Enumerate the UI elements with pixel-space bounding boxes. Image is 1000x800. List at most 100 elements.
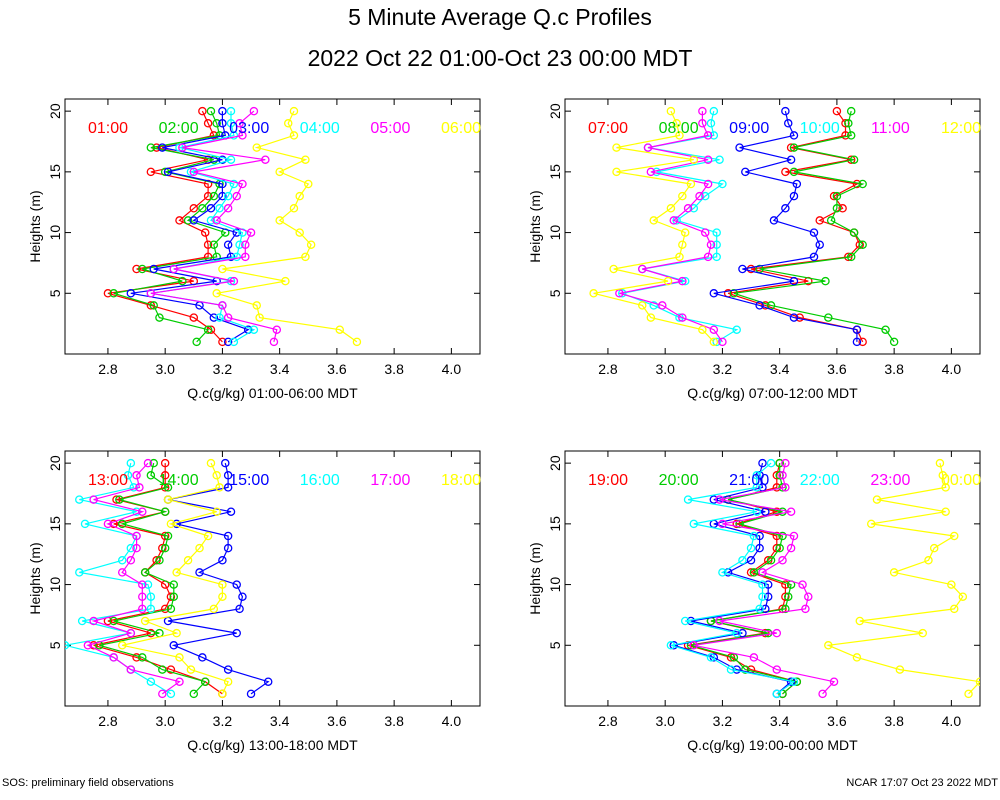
data-point xyxy=(763,628,773,638)
data-point xyxy=(766,556,776,565)
data-point xyxy=(166,592,176,601)
data-point xyxy=(252,301,262,310)
x-tick-label: 3.0 xyxy=(155,713,175,729)
data-point xyxy=(832,191,842,201)
data-point xyxy=(146,592,156,601)
data-point xyxy=(218,556,227,565)
data-point xyxy=(675,252,684,262)
data-point xyxy=(678,313,687,322)
data-point xyxy=(666,204,676,213)
data-point xyxy=(758,580,767,589)
data-point xyxy=(206,216,216,225)
data-point xyxy=(192,337,201,347)
data-point xyxy=(209,313,219,322)
data-point xyxy=(706,653,716,662)
data-point xyxy=(706,119,716,128)
data-point xyxy=(212,216,221,225)
data-point xyxy=(238,179,247,189)
data-point xyxy=(841,119,850,128)
data-point xyxy=(826,216,836,225)
data-point xyxy=(849,228,859,237)
data-point xyxy=(103,519,113,529)
data-point xyxy=(195,543,204,553)
x-tick-label: 3.6 xyxy=(827,713,847,729)
chart-panel-1: 2.8 3.0 3.2 3.4 3.6 3.8 4.0 5 10 15 20 Q.c(g/kg) 01… xyxy=(27,98,481,401)
data-point xyxy=(698,325,707,334)
data-point xyxy=(232,191,241,201)
data-point xyxy=(758,592,767,601)
data-point xyxy=(669,216,679,225)
data-point xyxy=(304,179,313,189)
series-line-0300 xyxy=(130,111,250,343)
data-point xyxy=(732,628,741,638)
x-tick-label: 3.2 xyxy=(713,361,733,377)
data-point xyxy=(763,580,773,589)
x-tick-label: 3.4 xyxy=(770,361,790,377)
data-point xyxy=(166,604,176,614)
data-point xyxy=(789,131,799,140)
legend-label-0600: 06:00 xyxy=(441,120,481,137)
data-point xyxy=(209,191,219,201)
data-point xyxy=(215,204,224,213)
series-line-1300 xyxy=(93,463,223,695)
data-point xyxy=(65,641,70,650)
data-point xyxy=(226,155,236,164)
data-point xyxy=(738,628,747,638)
data-point xyxy=(203,325,213,334)
data-point xyxy=(718,568,727,577)
x-tick-label: 2.8 xyxy=(98,713,118,729)
data-point xyxy=(858,240,867,249)
data-point xyxy=(718,179,727,189)
data-point xyxy=(746,543,756,553)
series-line-0000 xyxy=(826,462,980,695)
data-point xyxy=(221,458,230,468)
data-point xyxy=(783,592,793,601)
data-point xyxy=(829,677,839,686)
series-line-0500 xyxy=(150,110,278,343)
data-point xyxy=(218,580,227,589)
data-point xyxy=(646,313,656,322)
data-point xyxy=(752,471,762,480)
data-point xyxy=(77,616,87,626)
data-point xyxy=(126,543,136,553)
data-point xyxy=(249,106,259,116)
data-point xyxy=(689,155,699,164)
data-point xyxy=(126,628,136,638)
data-point xyxy=(218,301,227,310)
data-point xyxy=(160,531,170,541)
data-point xyxy=(80,519,90,529)
series-line-1800 xyxy=(122,462,229,695)
data-point xyxy=(89,616,98,626)
legend-label-0400: 04:00 xyxy=(300,120,340,137)
data-point xyxy=(683,204,693,213)
data-point xyxy=(778,471,787,480)
data-point xyxy=(789,531,799,541)
data-point xyxy=(781,167,790,177)
data-point xyxy=(158,665,167,674)
data-point xyxy=(815,216,824,225)
data-point xyxy=(758,483,767,492)
data-point xyxy=(703,179,713,189)
data-point xyxy=(669,641,679,650)
y-axis-label: Heights (m) xyxy=(27,190,43,262)
series-line-0900 xyxy=(713,110,858,342)
data-point xyxy=(846,252,856,262)
data-point xyxy=(352,337,362,347)
data-point xyxy=(223,337,233,347)
data-point xyxy=(698,106,707,116)
series-line-2000 xyxy=(690,463,799,695)
data-point xyxy=(695,191,704,201)
data-point xyxy=(741,167,750,177)
data-point xyxy=(964,689,973,699)
series-line-2200 xyxy=(670,462,796,695)
data-point xyxy=(109,519,118,529)
data-point xyxy=(166,665,176,674)
data-point xyxy=(172,628,181,638)
plot-frame xyxy=(564,450,981,707)
data-point xyxy=(783,119,793,128)
data-point xyxy=(755,471,764,480)
data-point xyxy=(689,641,699,650)
data-point xyxy=(189,167,199,177)
data-point xyxy=(295,228,304,237)
data-point xyxy=(138,653,147,662)
